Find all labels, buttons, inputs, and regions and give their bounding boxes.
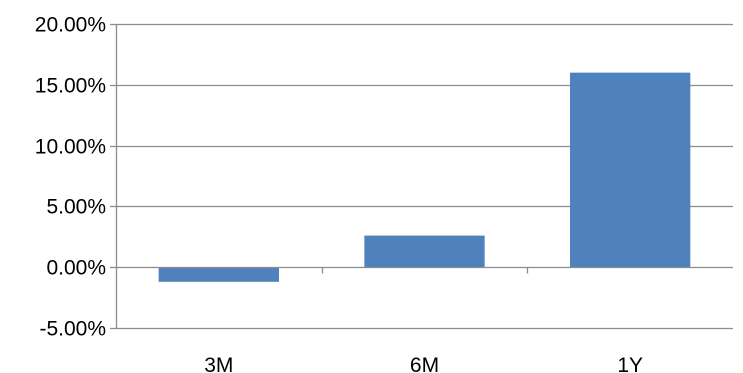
bar-6m [364,235,485,268]
x-tick-label: 3M [204,354,233,373]
y-tick-label: 0.00% [46,257,106,280]
y-tick-labels: -5.00% 0.00% 5.00% 10.00% 15.00% 20.00% [35,14,106,341]
bar-1y [570,72,691,268]
y-tick-label: 15.00% [35,75,106,98]
y-tick-label: 5.00% [46,196,106,219]
y-tick-label: 10.00% [35,136,106,159]
y-tick-label: -5.00% [39,318,106,341]
bars [158,72,691,282]
x-tick-labels: 3M 6M 1Y [204,354,643,373]
x-tick-label: 1Y [617,354,643,373]
bar-3m [158,267,279,282]
y-tick-label: 20.00% [35,14,106,37]
axes [110,23,733,330]
x-tick-label: 6M [410,354,439,373]
